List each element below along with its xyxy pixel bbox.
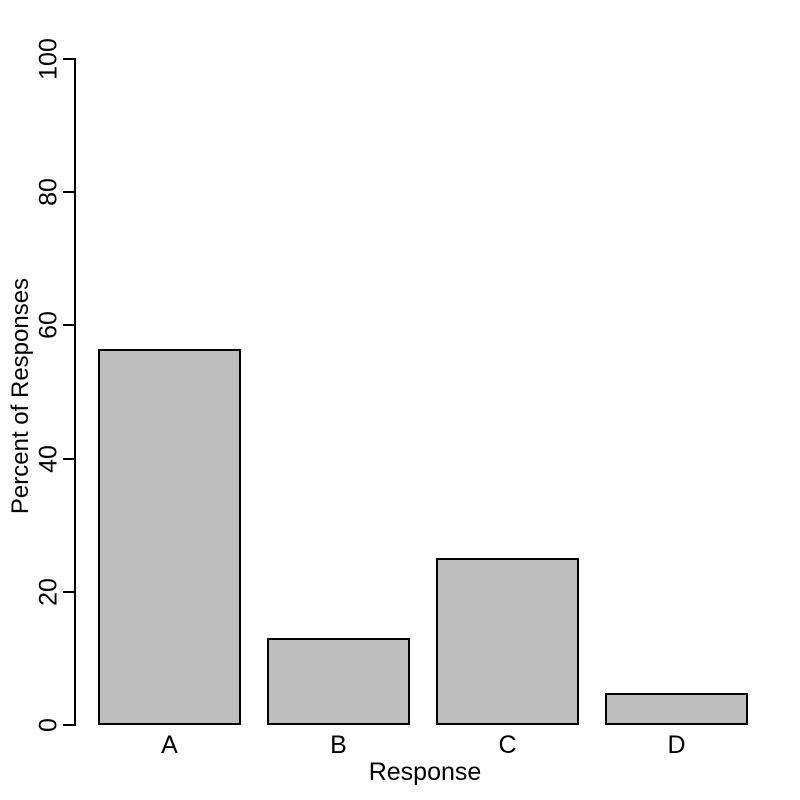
category-label-B: B [330, 731, 347, 759]
y-tick-mark [63, 457, 75, 460]
y-tick-label: 80 [34, 178, 63, 207]
bar-A [98, 348, 241, 725]
y-tick-mark [63, 590, 75, 593]
y-tick-mark [63, 58, 75, 60]
category-label-C: C [498, 731, 517, 759]
category-label-A: A [161, 731, 178, 759]
category-label-D: D [667, 731, 686, 759]
bar-D [605, 693, 748, 725]
y-tick-mark [63, 324, 75, 327]
y-tick-label: 20 [34, 577, 63, 606]
y-tick-label: 100 [34, 38, 63, 80]
y-tick-label: 0 [34, 718, 63, 732]
y-tick-label: 60 [34, 311, 63, 340]
y-axis-title: Percent of Responses [7, 277, 34, 515]
y-axis-line [74, 58, 76, 726]
y-tick-label: 40 [34, 444, 63, 473]
bar-C [436, 557, 579, 725]
y-tick-mark [63, 724, 75, 726]
y-tick-mark [63, 191, 75, 194]
x-axis-title: Response [368, 758, 482, 786]
bar-B [267, 637, 410, 725]
